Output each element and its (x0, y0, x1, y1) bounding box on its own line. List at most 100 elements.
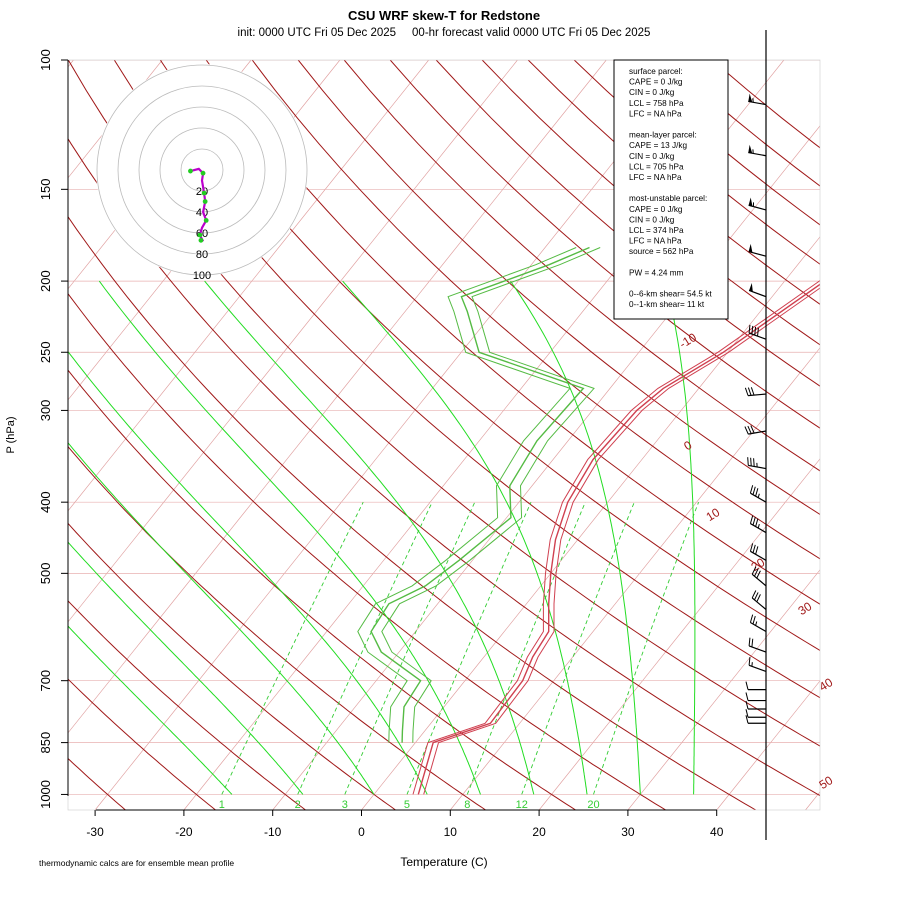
wind-barb-pennant (749, 198, 753, 207)
wind-barb-flag (750, 615, 752, 623)
wind-barb-flag (749, 325, 750, 333)
wind-barb-flag (750, 516, 752, 524)
wind-barb-flag (753, 517, 755, 525)
x-axis-label: Temperature (C) (400, 855, 487, 869)
y-tick-label: 200 (38, 270, 53, 292)
wind-barb (748, 457, 766, 468)
wind-barb (748, 145, 766, 156)
stats-line: CIN = 0 J/kg (629, 152, 675, 161)
isotherm (894, 60, 900, 810)
isotherm (717, 60, 900, 810)
hodograph-ring-label: 40 (196, 207, 208, 219)
x-tick-label: -10 (264, 825, 282, 839)
wind-barb-pennant (749, 283, 753, 292)
mixing-ratio-line (594, 502, 699, 794)
wind-barb-flag (756, 488, 758, 496)
stats-line: CAPE = 0 J/kg (629, 78, 683, 87)
wind-barb-flag (752, 591, 756, 598)
wind-barb-flag (745, 388, 748, 396)
stats-line: surface parcel: (629, 67, 683, 76)
mixing-ratio-label: 12 (516, 799, 528, 811)
wind-barb-staff (748, 153, 766, 156)
dry-adiabat-label: 0 (681, 438, 694, 454)
dry-adiabat-label: 50 (817, 773, 836, 792)
wind-barb-flag (752, 326, 753, 334)
stats-line: LCL = 758 hPa (629, 99, 684, 108)
wind-barb-flag (746, 693, 748, 701)
dewpoint-trace (358, 248, 576, 743)
mixing-ratio-label: 1 (219, 799, 225, 811)
dewpoint-trace (382, 248, 600, 743)
wind-barb-flag (752, 639, 753, 647)
hodograph-point (202, 191, 207, 196)
wind-barb-flag (756, 546, 758, 554)
stats-line: LFC = NA hPa (629, 173, 682, 182)
moist-adiabat (205, 281, 534, 794)
mixing-ratio-line (298, 502, 433, 794)
stats-line: 0--1-km shear= 11 kt (629, 300, 705, 309)
dry-adiabat-label: 30 (796, 599, 815, 618)
wind-barb (749, 638, 766, 652)
wind-barb-flag (746, 701, 748, 709)
hodograph-ring-label: 80 (196, 249, 208, 261)
wind-barb-flag (746, 682, 748, 690)
wind-barb-flag (748, 457, 749, 465)
wind-barb-staff (749, 205, 766, 210)
wind-barb-half-flag (758, 524, 759, 528)
y-tick-label: 250 (38, 341, 53, 363)
wind-barb-flag (757, 594, 761, 601)
wind-barb-flag (749, 638, 750, 646)
y-tick-label: 700 (38, 670, 53, 692)
stats-line: mean-layer parcel: (629, 131, 697, 140)
x-tick-label: 30 (621, 825, 635, 839)
dry-adiabat (712, 60, 900, 810)
chart-title: CSU WRF skew-T for Redstone (348, 8, 540, 23)
wind-barb-flag (750, 485, 752, 493)
y-tick-label: 400 (38, 491, 53, 513)
hodograph-point (204, 218, 209, 223)
x-tick-label: -20 (175, 825, 193, 839)
hodograph-point (201, 171, 206, 176)
mixing-ratio-label: 8 (464, 799, 470, 811)
stats-line: CAPE = 13 J/kg (629, 141, 687, 150)
y-axis-label: P (hPa) (5, 416, 17, 453)
wind-barb-flag (754, 458, 755, 466)
wind-barb (750, 516, 766, 533)
footnote: thermodynamic calcs are for ensemble mea… (39, 858, 234, 868)
mixing-ratio-label: 20 (587, 799, 599, 811)
wind-barb-flag (753, 487, 755, 495)
dry-adiabat-label: 40 (817, 675, 836, 694)
mixing-ratio-line (345, 502, 475, 794)
wind-barb-flag (758, 328, 759, 336)
wind-barb (746, 715, 766, 723)
stats-line: LFC = NA hPa (629, 237, 682, 246)
stats-box: surface parcel: CAPE = 0 J/kg CIN = 0 J/kg… (614, 60, 728, 319)
wind-barb-flag (748, 388, 751, 396)
y-tick-label: 1000 (38, 780, 53, 809)
x-tick-label: 0 (358, 825, 365, 839)
wind-barb-pennant (749, 244, 753, 253)
stats-line: PW = 4.24 mm (629, 268, 684, 277)
mixing-ratio-label: 3 (342, 799, 348, 811)
dry-adiabat-label: -10 (677, 330, 699, 351)
stats-line: LCL = 374 hPa (629, 226, 684, 235)
wind-barb-pennant (748, 94, 752, 103)
mixing-ratio-label: 5 (404, 799, 410, 811)
hodograph-point (188, 169, 193, 174)
hodograph-point (199, 238, 204, 243)
wind-barb-column (745, 30, 766, 840)
y-tick-label: 150 (38, 178, 53, 200)
x-tick-label: 20 (532, 825, 546, 839)
hodograph-ring-label: 100 (193, 270, 211, 282)
wind-barb-half-flag (756, 622, 757, 626)
dewpoint-trace (371, 248, 589, 743)
hodograph-point (203, 199, 208, 204)
wind-barb (752, 591, 766, 610)
hodograph: 20406080100 (96, 64, 308, 282)
wind-barb (746, 693, 766, 701)
wind-barb-pennant (748, 145, 752, 154)
stats-line: LCL = 705 hPa (629, 162, 684, 171)
x-tick-label: -30 (86, 825, 104, 839)
moist-adiabat (665, 281, 695, 794)
